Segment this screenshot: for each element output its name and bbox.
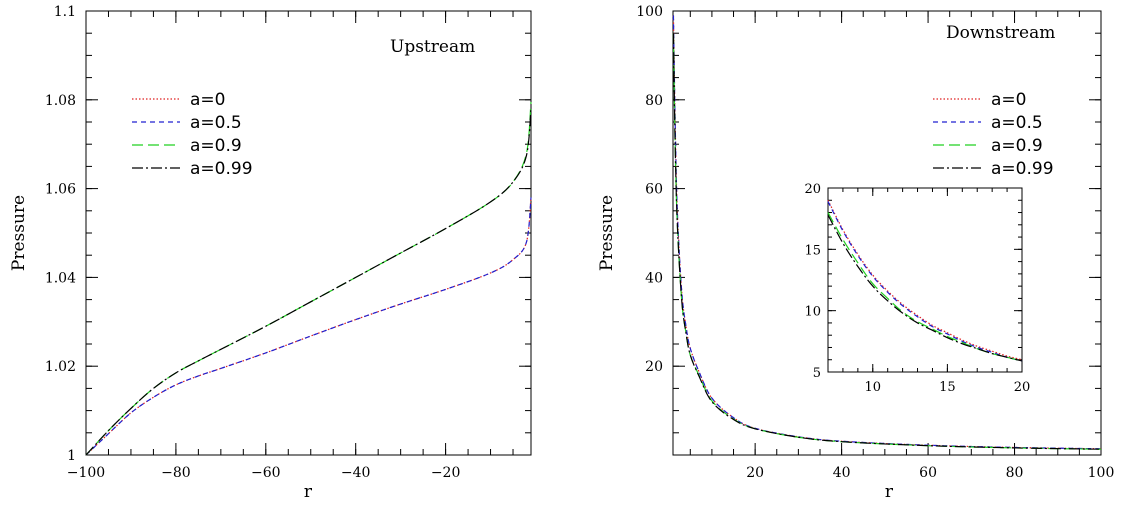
upstream-legend-label: a=0 xyxy=(190,90,225,110)
upstream-y-tick-label: 1.02 xyxy=(45,359,76,375)
downstream-inset: 10 15 20 5 10 15 20 xyxy=(804,182,1030,395)
upstream-ticks: −100 −80 −60 −40 −20 1 1.02 1.04 1.06 1.08 1.1 xyxy=(45,4,531,481)
downstream-y-tick-label: 100 xyxy=(636,4,663,20)
upstream-legend-label: a=0.99 xyxy=(190,159,253,179)
downstream-panel: 20 40 60 80 100 20 40 60 80 100 Downstream Pressu… xyxy=(597,4,1114,502)
downstream-x-tick-label: 20 xyxy=(746,465,764,481)
downstream-x-tick-label: 60 xyxy=(919,465,937,481)
downstream-x-tick-label: 80 xyxy=(1006,465,1024,481)
inset-y-tick-label: 15 xyxy=(804,243,821,258)
inset-y-tick-label: 20 xyxy=(804,182,821,197)
downstream-y-tick-label: 40 xyxy=(645,270,663,286)
upstream-y-tick-label: 1 xyxy=(67,448,76,464)
upstream-x-axis-label: r xyxy=(304,482,313,502)
inset-y-tick-label: 10 xyxy=(804,305,821,320)
upstream-series-line-1 xyxy=(85,197,532,456)
upstream-legend: a=0 a=0.5 a=0.9 a=0.99 xyxy=(132,90,253,179)
downstream-legend-label: a=0.9 xyxy=(991,136,1043,156)
downstream-legend-label: a=0.99 xyxy=(991,159,1054,179)
upstream-y-tick-label: 1.08 xyxy=(45,93,76,109)
upstream-series-line-2 xyxy=(85,101,532,456)
inset-x-tick-label: 10 xyxy=(864,380,881,395)
downstream-legend-label: a=0.5 xyxy=(991,113,1043,133)
inset-series-line-1 xyxy=(827,201,1023,362)
inset-y-tick-label: 5 xyxy=(813,366,821,381)
upstream-plot-frame xyxy=(85,10,532,456)
downstream-series-group xyxy=(672,15,1102,450)
inset-ticks: 10 15 20 5 10 15 20 xyxy=(804,182,1030,395)
upstream-x-tick-label: −80 xyxy=(161,465,191,481)
upstream-x-tick-label: −60 xyxy=(251,465,281,481)
upstream-series-group xyxy=(85,101,532,456)
downstream-y-tick-label: 80 xyxy=(645,93,663,109)
upstream-legend-label: a=0.5 xyxy=(190,113,242,133)
downstream-y-tick-label: 60 xyxy=(645,182,663,198)
upstream-x-tick-label: −40 xyxy=(341,465,371,481)
upstream-legend-label: a=0.9 xyxy=(190,136,242,156)
upstream-y-axis-label: Pressure xyxy=(9,195,29,271)
downstream-x-tick-label: 100 xyxy=(1088,465,1115,481)
upstream-y-tick-label: 1.06 xyxy=(45,182,76,198)
upstream-x-tick-label: −20 xyxy=(431,465,461,481)
upstream-y-tick-label: 1.1 xyxy=(54,4,76,20)
downstream-title: Downstream xyxy=(946,23,1055,43)
upstream-y-tick-label: 1.04 xyxy=(45,270,76,286)
inset-series-group xyxy=(827,199,1023,362)
downstream-y-tick-label: 20 xyxy=(645,359,663,375)
inset-x-tick-label: 15 xyxy=(939,380,956,395)
upstream-title: Upstream xyxy=(390,37,475,57)
upstream-panel: −100 −80 −60 −40 −20 1 1.02 1.04 1.06 1.08 1.1 Ups… xyxy=(9,4,532,502)
downstream-y-axis-label: Pressure xyxy=(597,195,617,271)
upstream-series-line-3 xyxy=(85,108,532,456)
inset-series-line-2 xyxy=(827,212,1023,362)
downstream-series-line-3 xyxy=(672,33,1102,450)
downstream-legend-label: a=0 xyxy=(991,90,1026,110)
inset-x-tick-label: 20 xyxy=(1014,380,1031,395)
upstream-series-line-0 xyxy=(85,197,532,456)
downstream-legend: a=0 a=0.5 a=0.9 a=0.99 xyxy=(933,90,1054,179)
downstream-x-axis-label: r xyxy=(885,482,894,502)
upstream-x-tick-label: −100 xyxy=(67,465,105,481)
inset-background xyxy=(828,188,1022,372)
downstream-x-tick-label: 40 xyxy=(833,465,851,481)
inset-series-line-0 xyxy=(827,199,1023,361)
inset-plot-frame xyxy=(827,187,1023,373)
inset-series-line-3 xyxy=(827,214,1023,362)
